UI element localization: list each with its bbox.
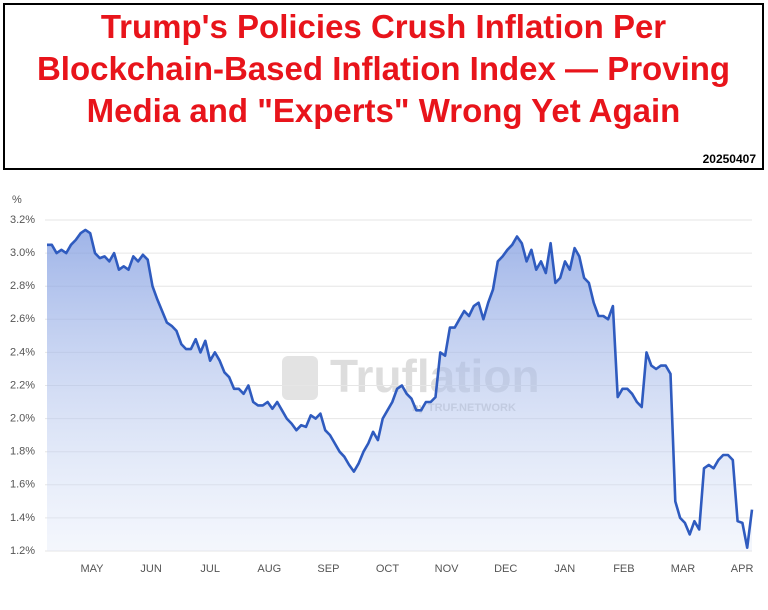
x-tick-label: MAY <box>80 563 104 575</box>
area <box>47 229 752 551</box>
x-tick-label: SEP <box>317 563 339 575</box>
y-tick-label: 2.4% <box>10 346 35 358</box>
y-tick-label: 2.0% <box>10 413 35 425</box>
date-stamp: 20250407 <box>702 152 756 166</box>
x-tick-label: MAR <box>671 563 696 575</box>
chart: % Truflationby TRUF.NETWORK1.2%1.4%1.6%1… <box>10 194 754 575</box>
x-tick-label: OCT <box>376 563 400 575</box>
x-tick-label: FEB <box>613 563 634 575</box>
x-tick-label: NOV <box>435 563 460 575</box>
headline-line: Blockchain-Based Inflation Index — Provi… <box>36 50 731 87</box>
y-tick-label: 2.6% <box>10 313 35 325</box>
x-tick-label: DEC <box>494 563 517 575</box>
headline-box: Trump's Policies Crush Inflation Per Blo… <box>3 3 764 170</box>
y-tick-label: 2.2% <box>10 379 35 391</box>
y-tick-label: 3.0% <box>10 247 35 259</box>
line <box>47 228 754 549</box>
y-unit: % <box>12 194 22 206</box>
x-tick-label: JUL <box>200 563 220 575</box>
x-tick-label: AUG <box>257 563 281 575</box>
watermark-logo <box>282 356 318 400</box>
y-tick-label: 2.8% <box>10 280 35 292</box>
y-tick-label: 3.2% <box>10 214 35 226</box>
x-tick-label: JUN <box>140 563 161 575</box>
headline-line: Trump's Policies Crush Inflation Per <box>100 8 667 45</box>
y-tick-label: 1.2% <box>10 545 35 557</box>
y-tick-label: 1.6% <box>10 479 35 491</box>
headline-line: Media and "Experts" Wrong Yet Again <box>86 92 681 129</box>
x-tick-label: APR <box>731 563 754 575</box>
y-tick-label: 1.4% <box>10 512 35 524</box>
y-tick-label: 1.8% <box>10 446 35 458</box>
x-tick-label: JAN <box>554 563 575 575</box>
